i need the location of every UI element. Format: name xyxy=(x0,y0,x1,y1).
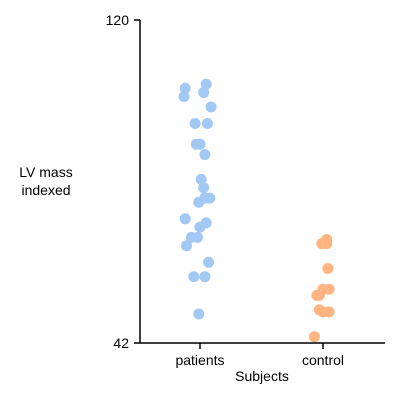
patients-point-6 xyxy=(202,118,213,129)
patients-point-15 xyxy=(180,213,191,224)
y-axis-label-line-1: LV mass xyxy=(19,164,72,180)
patients-point-19 xyxy=(192,232,203,243)
patients-point-4 xyxy=(206,102,217,113)
y-tick-label-min: 42 xyxy=(113,335,129,351)
patients-point-24 xyxy=(193,309,204,320)
patients-point-9 xyxy=(199,149,210,160)
patients-point-20 xyxy=(181,240,192,251)
control-point-5 xyxy=(324,284,335,295)
patients-point-23 xyxy=(199,271,210,282)
patients-point-3 xyxy=(179,91,190,102)
data-points xyxy=(179,79,335,343)
patients-point-11 xyxy=(198,182,209,193)
control-point-10 xyxy=(324,306,335,317)
control-point-7 xyxy=(311,290,322,301)
x-axis-label: Subjects xyxy=(235,368,289,384)
patients-point-22 xyxy=(188,271,199,282)
control-point-3 xyxy=(322,263,333,274)
y-tick-label-max: 120 xyxy=(106,12,130,28)
x-tick-label-patients: patients xyxy=(175,352,224,368)
patients-point-14 xyxy=(193,197,204,208)
control-point-2 xyxy=(321,238,332,249)
patients-point-17 xyxy=(195,222,206,233)
y-axis-label-line-2: indexed xyxy=(21,182,70,198)
control-point-11 xyxy=(309,331,320,342)
patients-point-21 xyxy=(203,257,214,268)
patients-point-2 xyxy=(198,87,209,98)
patients-point-5 xyxy=(190,118,201,129)
x-tick-label-control: control xyxy=(302,352,344,368)
patients-point-8 xyxy=(195,139,206,150)
